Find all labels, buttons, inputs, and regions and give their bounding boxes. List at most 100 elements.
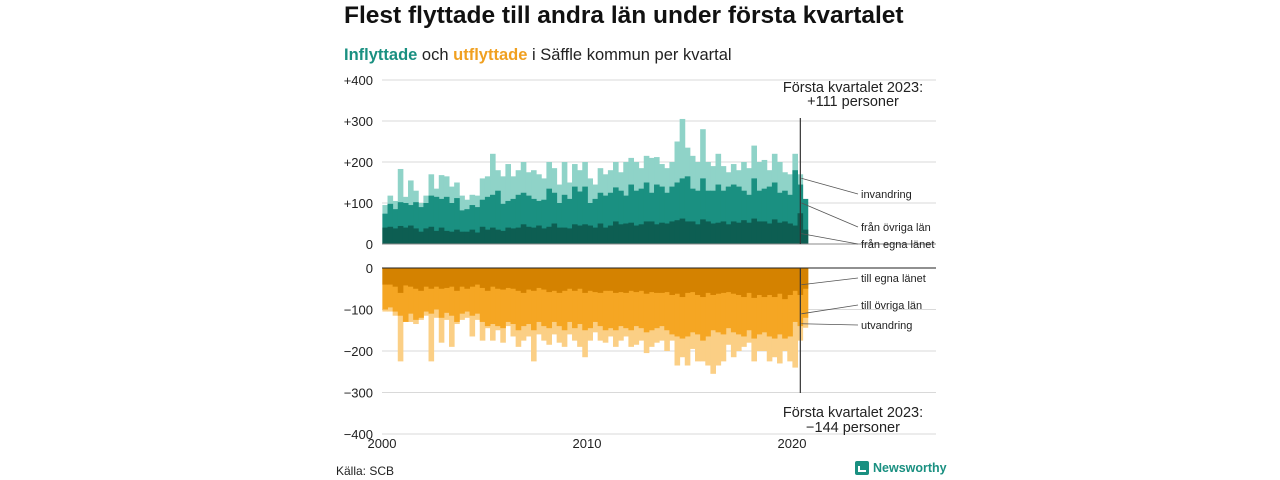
bar-från-egna-länet [418,231,424,244]
bar-från-egna-länet [756,221,763,244]
bar-till-egna-länet [628,268,634,291]
chart-title: Flest flyttade till andra län under förs… [344,2,904,29]
bar-från-övriga-län [664,192,670,244]
bar-från-egna-länet [469,229,476,244]
bar-till-egna-länet [469,268,476,287]
bar-från-övriga-län [402,203,409,244]
bar-till-egna-länet [684,268,691,293]
bar-till-egna-länet [782,268,788,300]
bar-från-övriga-län [766,186,773,244]
bar-till-egna-länet [408,268,414,287]
bar-till-egna-länet [766,268,773,295]
bar-från-egna-länet [674,220,681,244]
bar-till-övriga-län [643,268,650,333]
bar-till-egna-länet [397,268,404,293]
bar-från-övriga-län [469,205,476,244]
bar-till-övriga-län [679,268,686,339]
bar-från-egna-länet [633,225,640,244]
x-tick-label: 2020 [778,436,807,451]
bar-från-övriga-län [582,186,588,244]
bar-utvandring [428,268,435,362]
bar-till-övriga-län [638,268,645,329]
bar-till-egna-länet [556,268,563,293]
bar-till-övriga-län [469,268,476,316]
bar-från-övriga-län [449,203,455,244]
bar-från-övriga-län [602,195,609,244]
bar-till-egna-länet [587,268,593,291]
bar-till-övriga-län [577,268,583,325]
bar-till-egna-länet [679,268,686,298]
bar-från-övriga-län [643,182,650,244]
bar-från-egna-länet [484,229,491,244]
bar-till-egna-länet [725,268,732,293]
bar-från-övriga-län [654,184,660,244]
bar-till-övriga-län [725,268,732,329]
bar-till-övriga-län [777,268,783,335]
bar-från-egna-länet [490,227,496,244]
series-label-till-egna-lanet-leader [801,277,859,286]
bar-från-övriga-län [705,190,711,244]
bar-från-egna-länet [607,225,614,244]
bar-från-egna-länet [792,225,798,244]
bar-till-egna-länet [664,268,670,293]
bar-från-övriga-län [392,209,399,244]
bar-från-egna-länet [710,223,716,244]
bar-till-övriga-län [756,268,763,335]
bar-till-egna-länet [413,268,419,289]
bar-till-övriga-län [802,268,809,318]
bar-från-egna-länet [541,228,547,244]
bar-till-övriga-län [787,268,793,337]
bar-från-övriga-län [474,207,481,244]
bar-från-övriga-län [607,192,614,244]
bar-från-egna-länet [520,224,527,244]
bar-från-egna-länet [602,227,609,244]
bar-till-egna-länet [659,268,665,293]
y-tick-label: −300 [344,386,373,401]
bar-från-övriga-län [572,186,578,244]
bar-till-övriga-län [556,268,563,327]
bar-till-egna-länet [525,268,532,290]
bar-till-egna-länet [771,268,778,298]
bar-från-övriga-län [438,198,445,244]
bar-från-övriga-län [730,184,737,244]
bar-från-övriga-län [756,190,763,244]
bar-till-egna-länet [464,268,470,289]
bar-från-övriga-län [679,178,686,244]
bar-till-egna-länet [428,268,435,289]
bar-till-övriga-län [428,268,435,314]
bar-från-övriga-län [418,207,424,244]
y-tick-label: +300 [344,114,373,129]
bar-till-egna-länet [756,268,763,295]
bar-från-egna-länet [587,225,593,244]
bar-från-egna-länet [761,221,768,244]
bar-till-egna-länet [638,268,645,291]
bar-till-övriga-län [479,268,486,322]
bar-till-övriga-län [443,268,450,313]
bar-från-egna-länet [474,232,481,244]
bar-från-egna-länet [715,222,722,244]
bar-till-egna-länet [705,268,711,293]
bar-till-övriga-län [546,268,552,329]
bar-till-övriga-län [418,268,424,318]
bar-till-egna-länet [648,268,655,293]
series-label-utvandring-leader [801,323,859,326]
bar-från-egna-länet [643,221,650,244]
bar-till-övriga-län [730,268,737,333]
bar-till-egna-länet [382,268,388,285]
bar-från-egna-länet [746,222,752,244]
bar-från-övriga-län [536,200,542,244]
bar-från-egna-länet [525,226,532,244]
bar-från-övriga-län [459,210,465,244]
bar-från-övriga-län [561,194,568,244]
bar-till-övriga-län [490,268,496,325]
subtitle-in-word: Inflyttade [344,46,418,64]
bar-till-övriga-län [551,268,558,322]
bar-från-övriga-län [684,176,691,244]
bar-till-egna-länet [602,268,609,291]
bar-till-övriga-län [618,268,624,327]
bar-till-övriga-län [510,268,517,325]
bar-från-egna-länet [408,225,414,244]
bar-från-övriga-län [490,194,496,244]
bar-från-egna-länet [725,224,732,244]
bar-från-egna-länet [382,227,388,244]
